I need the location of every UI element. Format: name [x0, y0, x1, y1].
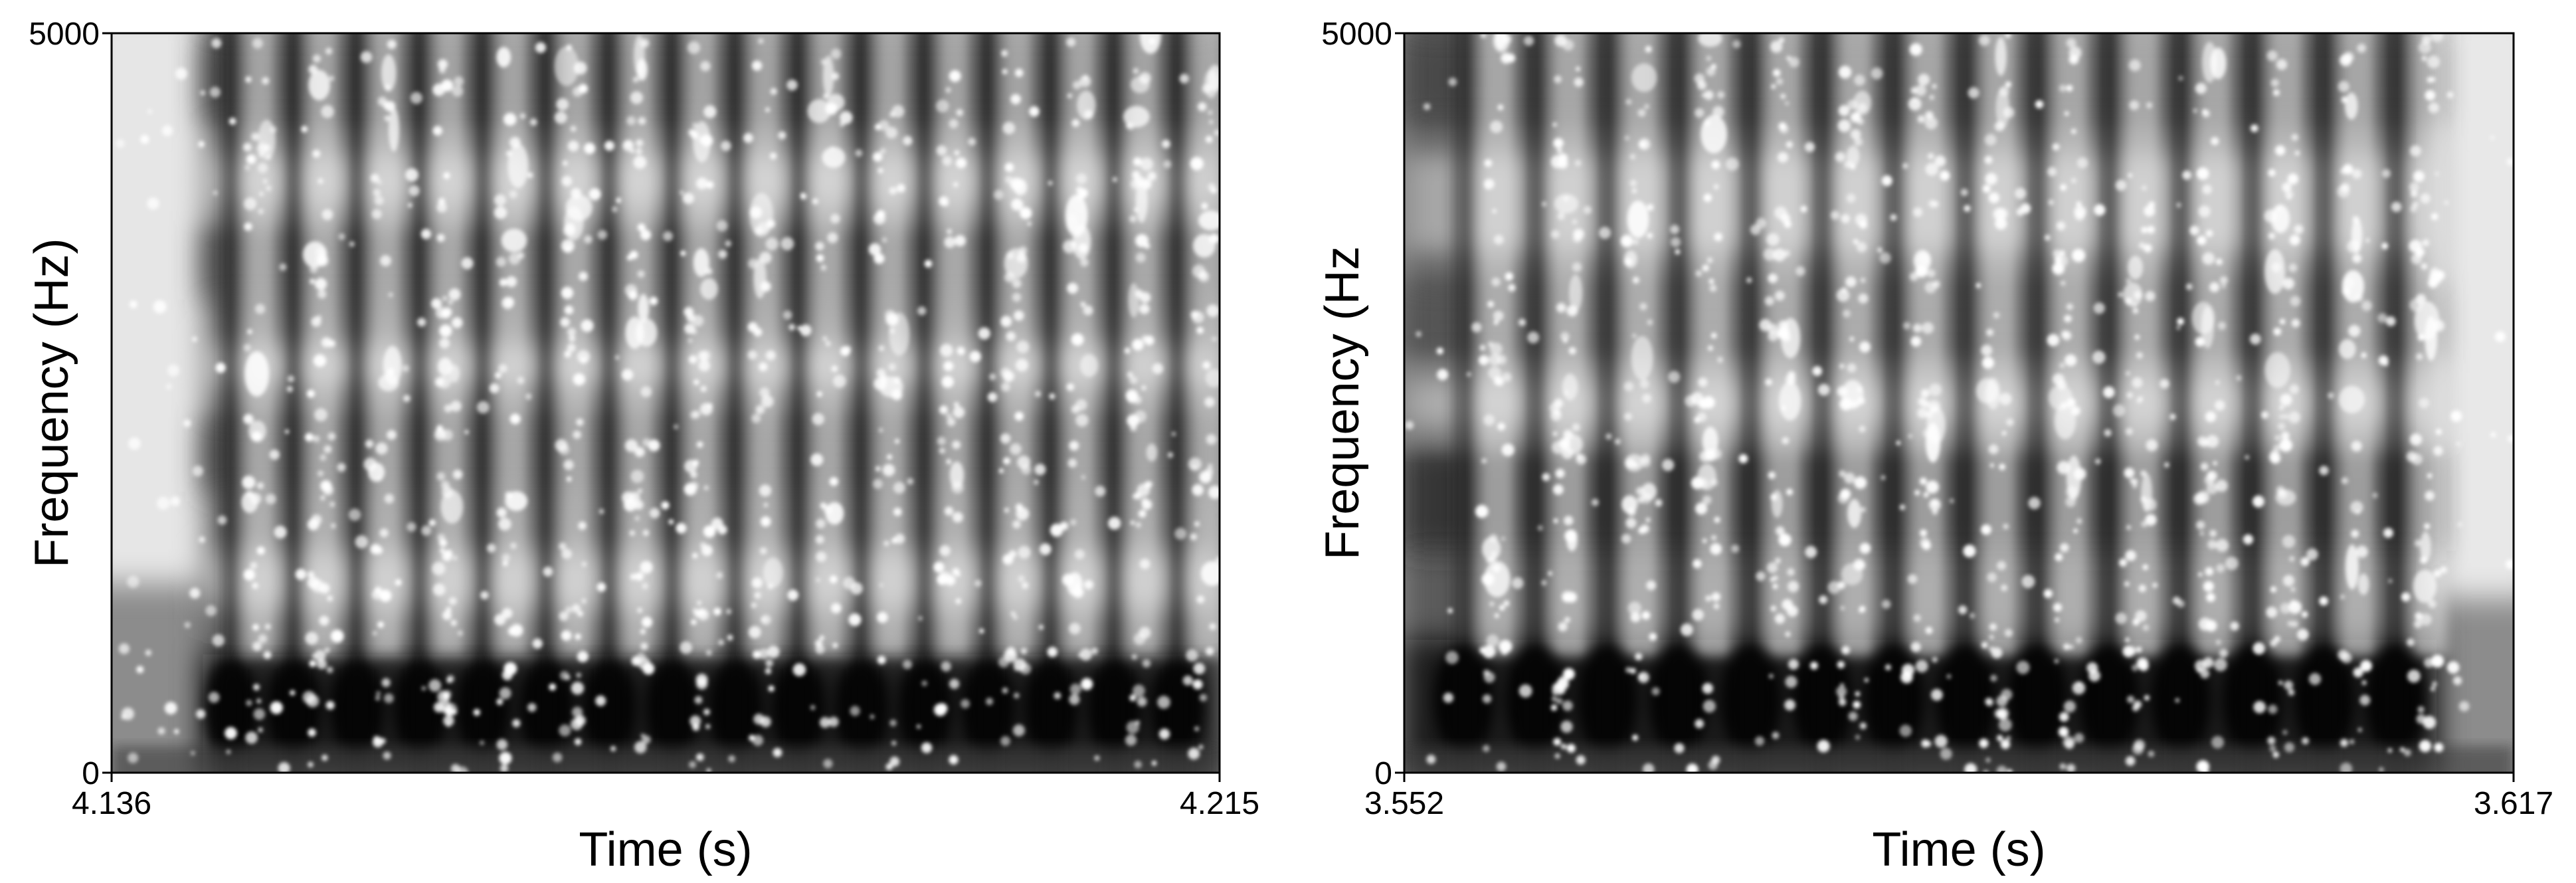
y-tick-label: 5000: [29, 17, 100, 52]
spectrogram-panel-left: 5000 0 4.136 4.215 Time (s) Frequency (Hz): [25, 17, 1259, 876]
spectrogram-svg-right: 5000 03.552 3.617 Time (s) Frequency (Hz: [1316, 17, 2553, 876]
plot-frame: [110, 32, 1221, 774]
y-tick-label: 0: [1374, 756, 1392, 791]
x-axis-title: Time (s): [579, 823, 752, 876]
y-axis-title: Frequency (Hz: [1316, 246, 1369, 559]
x-tick-label: 4.215: [1180, 786, 1259, 821]
spectrogram-image: [1404, 33, 2514, 773]
y-tick-label: 0: [82, 756, 100, 791]
y-tick-label: 5000: [1321, 17, 1392, 52]
spectrogram-panel-right: 5000 0 3.552 3.617 Time (s) Frequency (Hz: [1288, 0, 2576, 883]
spectrogram-image: [112, 33, 1220, 773]
x-tick-label: 4.136: [72, 786, 151, 821]
spectrogram-svg-left: 5000 04.136 4.215 Time (s) Frequency (Hz): [25, 17, 1259, 876]
x-tick-label: 3.552: [1364, 786, 1444, 821]
x-axis-title: Time (s): [1872, 823, 2045, 876]
plot-frame: [1403, 32, 2515, 774]
y-axis-title: Frequency (Hz): [25, 238, 78, 567]
x-tick-label: 3.617: [2474, 786, 2553, 821]
